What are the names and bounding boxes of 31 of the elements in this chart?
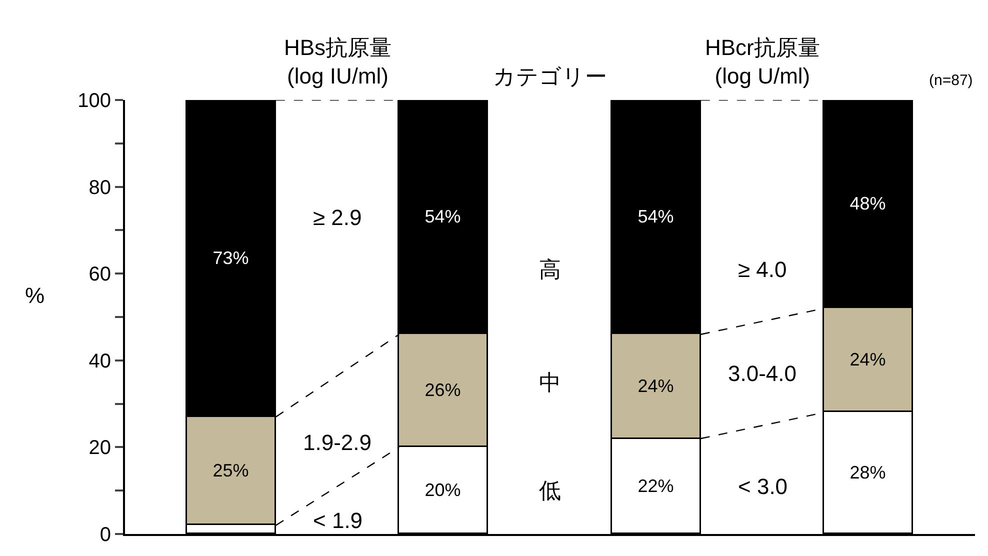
data-label: 48% xyxy=(850,193,886,214)
data-label: 28% xyxy=(850,462,886,482)
y-axis-title: % xyxy=(25,283,45,308)
y-tick-label: 0 xyxy=(100,524,111,546)
annotation: < 3.0 xyxy=(738,474,788,499)
text: HBcr抗原量 (log U/ml) xyxy=(705,35,820,89)
annotation: ≥ 2.9 xyxy=(313,205,362,230)
y-tick-label: 60 xyxy=(88,264,111,286)
annotation: 1.9-2.9 xyxy=(303,430,372,455)
annotation: 低 xyxy=(539,478,561,503)
text: HBs抗原量 (log IU/ml) xyxy=(284,35,392,89)
y-tick-label: 20 xyxy=(88,437,111,460)
text: (n=87) xyxy=(929,72,973,89)
y-tick-label: 40 xyxy=(88,350,111,372)
y-tick-label: 80 xyxy=(88,176,111,199)
data-label: 54% xyxy=(424,206,461,226)
text: カテゴリー xyxy=(493,64,607,89)
data-label: 24% xyxy=(850,349,886,370)
data-label: 54% xyxy=(638,206,674,226)
y-tick-label: 100 xyxy=(78,90,111,112)
annotation: < 1.9 xyxy=(313,508,363,533)
annotation: 高 xyxy=(539,257,561,282)
annotation: 3.0-4.0 xyxy=(728,361,796,386)
annotation: ≥ 4.0 xyxy=(738,257,787,282)
data-label: 22% xyxy=(638,476,674,496)
data-label: 26% xyxy=(424,380,461,400)
data-label: 73% xyxy=(212,248,249,268)
data-label: 24% xyxy=(638,376,674,396)
data-label: 20% xyxy=(424,480,461,500)
annotation: 中 xyxy=(539,370,561,395)
data-label: 25% xyxy=(212,460,249,480)
